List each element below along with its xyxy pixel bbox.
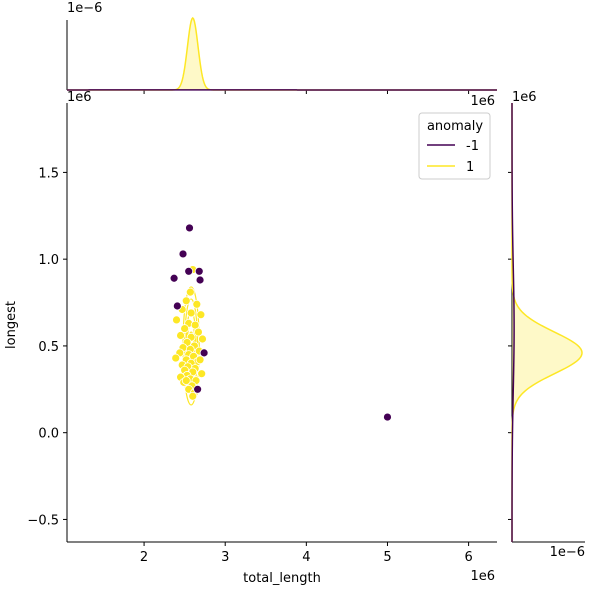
main-axes (66, 103, 497, 543)
x-ticks: 2 3 4 5 6 (140, 542, 473, 565)
anomaly-point (193, 384, 203, 394)
legend-box (418, 112, 491, 180)
anomaly-point (184, 266, 194, 276)
anomaly-point (194, 266, 204, 276)
normal-point (195, 355, 205, 365)
anomaly-point (172, 301, 182, 311)
normal-point (197, 369, 207, 379)
y-ticks: −0.5 0.0 0.5 1.0 1.5 (27, 166, 67, 528)
normal-point (196, 310, 206, 320)
x-tick-label: 5 (383, 550, 391, 565)
anomaly-point (185, 223, 194, 233)
normal-point (194, 327, 203, 337)
anomaly-point (199, 348, 209, 358)
normal-point (181, 296, 191, 306)
scatter-points (169, 223, 392, 422)
normal-point (172, 315, 181, 325)
right-marginal-kde-fill (512, 103, 582, 542)
normal-point (186, 308, 196, 318)
anomaly-point (383, 412, 392, 422)
right-marginal-y-offset-label: 1e6 (512, 90, 537, 105)
y-offset-label: 1e6 (67, 90, 92, 105)
legend: anomaly -1 1 (418, 112, 491, 180)
normal-point (171, 353, 181, 363)
y-tick-label: 0.0 (38, 427, 59, 442)
top-marginal-scale-label: 1e−6 (67, 1, 102, 16)
normal-point (192, 299, 202, 309)
x-offset-label: 1e6 (470, 569, 495, 584)
x-tick-label: 4 (302, 550, 310, 565)
x-tick-label: 3 (221, 550, 229, 565)
y-axis-label: longest (4, 301, 19, 349)
legend-label-anomaly-pos: 1 (466, 160, 474, 175)
normal-point (180, 324, 190, 333)
right-marginal-axes: 1e6 1e−6 (508, 90, 585, 560)
top-marginal-axes: 1e−6 (66, 1, 497, 94)
normal-point (176, 331, 185, 340)
top-marginal-x-offset-label: 1e6 (470, 94, 495, 109)
right-marginal-kde-line-anomaly (511, 103, 515, 542)
y-tick-label: −0.5 (27, 513, 59, 528)
y-tick-label: 1.5 (38, 166, 59, 181)
legend-label-anomaly-neg: -1 (466, 139, 479, 154)
normal-point (181, 376, 191, 386)
legend-title: anomaly (427, 119, 483, 134)
anomaly-point (195, 275, 205, 285)
normal-point (188, 391, 198, 401)
anomaly-point (178, 249, 188, 259)
normal-point (185, 287, 195, 297)
right-marginal-scale-label: 1e−6 (550, 545, 585, 560)
top-marginal-kde-fill (67, 18, 497, 90)
normal-point (198, 334, 207, 344)
x-tick-label: 2 (140, 550, 148, 565)
y-tick-label: 0.5 (38, 340, 59, 355)
x-tick-label: 6 (464, 550, 472, 565)
x-axis-label: total_length (243, 571, 321, 586)
top-marginal-kde-line (67, 16, 497, 91)
y-tick-label: 1.0 (38, 253, 59, 268)
anomaly-point (169, 273, 179, 283)
